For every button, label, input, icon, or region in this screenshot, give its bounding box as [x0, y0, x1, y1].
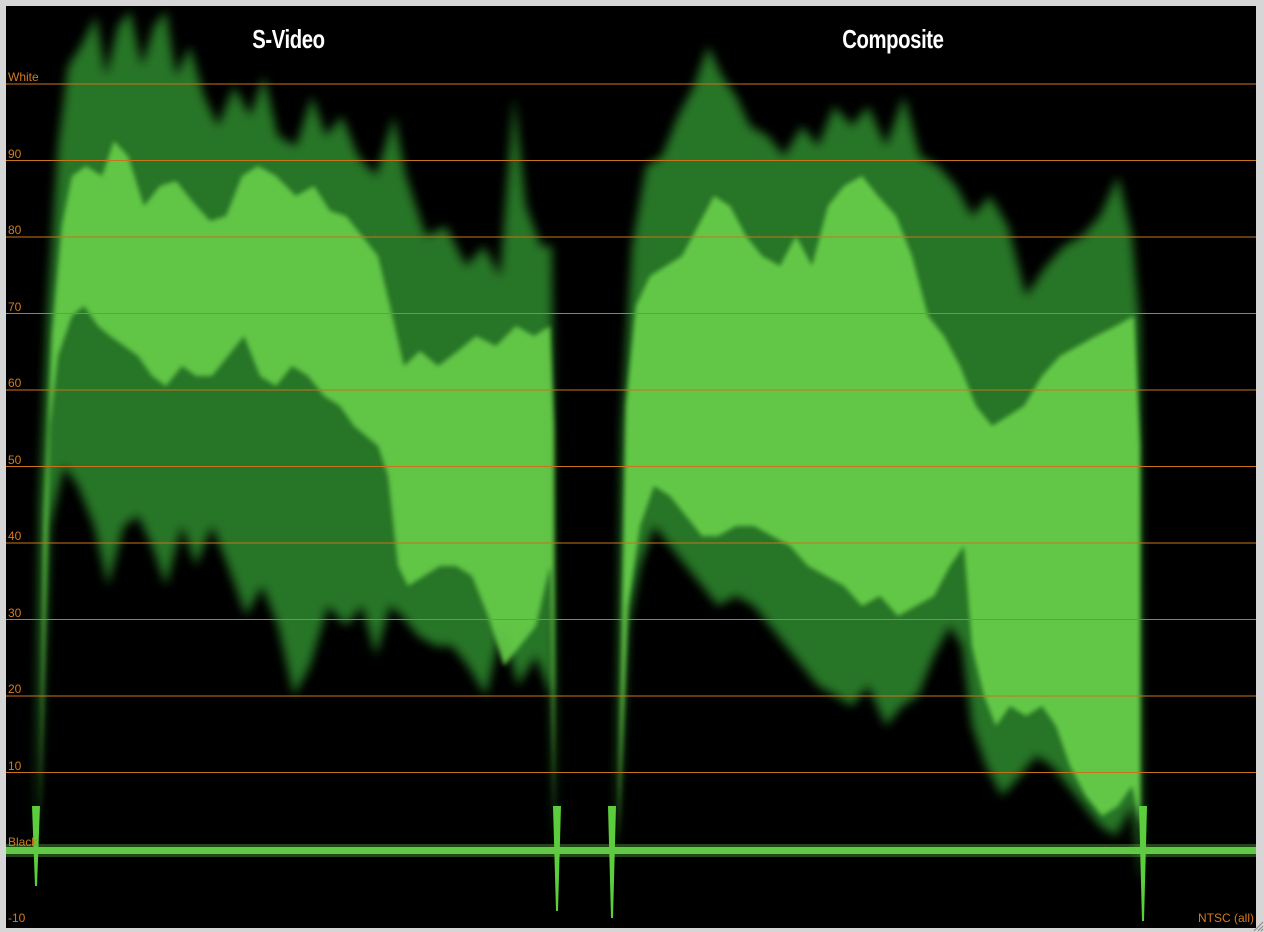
sync-spike	[553, 806, 561, 911]
scale-label-40: 40	[8, 529, 22, 543]
svideo-trace-core	[40, 141, 554, 826]
scale-label-80: 80	[8, 223, 22, 237]
black-level-baseline-glow	[6, 844, 1256, 857]
sync-spike	[1139, 806, 1147, 921]
scale-label-white: White	[8, 70, 39, 84]
sync-spikes	[32, 806, 1147, 921]
composite-trace-core	[618, 176, 1140, 846]
black-level-baseline	[6, 847, 1256, 854]
scale-label-black: Black	[8, 835, 38, 849]
sync-spike	[608, 806, 616, 918]
waveform-display	[6, 11, 1256, 921]
composite-panel-title: Composite	[842, 24, 944, 54]
scale-label-60: 60	[8, 376, 22, 390]
scale-label-70: 70	[8, 299, 22, 314]
scale-label--10: -10	[8, 911, 26, 925]
graticule	[6, 83, 1256, 773]
resize-grip-icon[interactable]	[1250, 918, 1264, 932]
scale-label-10: 10	[8, 758, 22, 773]
standard-label: NTSC (all)	[1198, 911, 1254, 925]
scale-label-50: 50	[8, 452, 22, 467]
svideo-panel-title: S-Video	[252, 24, 325, 54]
sync-spike	[32, 806, 40, 886]
scale-label-30: 30	[8, 605, 22, 620]
scale-label-90: 90	[8, 146, 22, 161]
waveform-monitor: S-Video Composite White 90 80 70 60 50 40 30 20 1…	[6, 6, 1256, 928]
scale-label-20: 20	[8, 682, 22, 696]
